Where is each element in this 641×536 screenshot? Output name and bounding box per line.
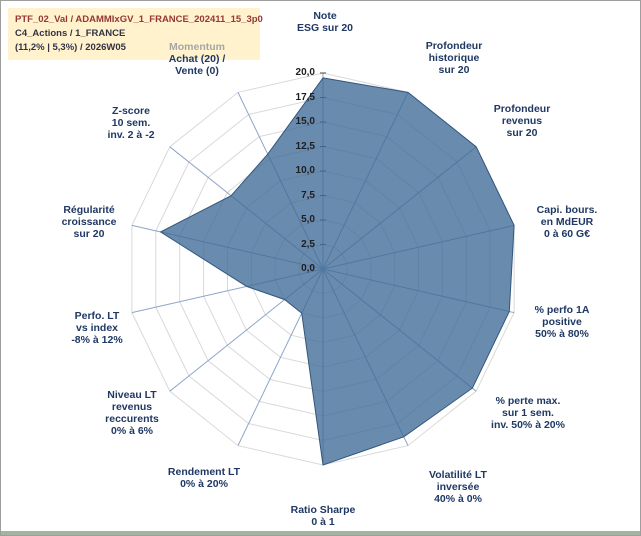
axis-label: Z-score 10 sem. inv. 2 à -2 [66,105,196,141]
radial-tick-label: 7,5 [301,189,315,201]
info-line-universe: C4_Actions / 1_FRANCE [15,28,126,39]
axis-label-line: Z-score [112,105,150,117]
radial-tick-label: 0,0 [301,263,315,274]
axis-label: Perfo. LT vs index -8% à 12% [32,310,162,346]
axis-label-line: en MdEUR [540,216,594,228]
axis-label-line: revenus [501,115,543,127]
radial-tick-label: 12,5 [295,140,315,152]
info-line-portfolio: PTF_02_Val / ADAMMIxGV_1_FRANCE_202411_1… [15,14,263,25]
radial-tick-label: 10,0 [295,165,315,176]
axis-label-line: inv. 50% à 20% [491,419,565,431]
axis-label-line: 0% à 20% [180,478,228,490]
axis-label-line: % perfo 1A [534,304,590,316]
axis-label-line: 50% à 80% [535,328,589,340]
axis-label: Momentum Achat (20) / Vente (0) [132,41,262,77]
axis-label-line: Profondeur [493,103,551,115]
axis-label: Volatilité LT inversée 40% à 0% [393,469,523,505]
axis-label-line: inversée [436,481,480,493]
axis-label-line: % perte max. [495,395,561,407]
axis-label-line: Régularité [63,204,115,216]
axis-label-line: Profondeur [425,40,483,52]
axis-label-line: reccurents [105,413,159,425]
axis-label-line: historique [428,52,480,64]
axis-label-line: 0 à 1 [311,516,335,528]
axis-label-line: Volatilité LT [429,469,487,481]
axis-label-line: Capi. bours. [536,204,598,216]
axis-label: % perte max. sur 1 sem. inv. 50% à 20% [463,395,593,431]
info-box: PTF_02_Val / ADAMMIxGV_1_FRANCE_202411_1… [8,8,263,60]
window-bottom-edge [1,531,640,535]
axis-label-line: sur 20 [73,228,105,240]
radial-tick-label: 15,0 [295,116,315,127]
axis-label: Profondeur revenus sur 20 [457,103,587,139]
radial-tick-label: 17,5 [295,91,315,103]
radar-series-polygon [159,77,515,466]
axis-label-line: ESG sur 20 [296,22,354,34]
axis-label-line: inv. 2 à -2 [107,129,155,141]
axis-label-line: 0% à 6% [110,425,154,437]
axis-label-line: Perfo. LT [74,310,120,322]
axis-label: Niveau LT revenus reccurents 0% à 6% [67,389,197,437]
axis-label-line: -8% à 12% [71,334,123,346]
axis-label-line: 10 sem. [111,117,151,129]
info-line-week: (11,2% | 5,3%) / 2026W05 [15,42,126,53]
axis-label: Capi. bours. en MdEUR 0 à 60 G€ [502,204,632,240]
axis-label: Régularité croissance sur 20 [24,204,154,240]
axis-label-line: Achat (20) / [168,53,226,65]
axis-label-line: croissance [61,216,117,228]
axis-label-line: vs index [75,322,119,334]
axis-label-line: revenus [111,401,153,413]
axis-label: Note ESG sur 20 [260,10,390,34]
axis-label-line: sur 20 [438,64,470,76]
axis-label-line: positive [542,316,582,328]
axis-label-line: 40% à 0% [434,493,482,505]
axis-label: % perfo 1A positive 50% à 80% [497,304,627,340]
axis-label-line: Niveau LT [107,389,157,401]
axis-label-line: 0 à 60 G€ [543,228,591,240]
axis-label-line: Vente (0) [175,65,219,77]
radial-tick-label: 20,0 [295,67,315,78]
axis-label: Profondeur historique sur 20 [389,40,519,76]
radial-tick-label: 5,0 [301,214,315,225]
axis-label: Ratio Sharpe 0 à 1 [258,504,388,528]
axis-label-line: sur 20 [506,127,538,139]
axis-label-line: Momentum [169,41,225,53]
axis-label: Rendement LT 0% à 20% [139,466,269,490]
axis-label-line: sur 1 sem. [502,407,554,419]
axis-label-line: Rendement LT [167,466,241,478]
radial-tick-label: 2,5 [301,238,315,250]
axis-label-line: Ratio Sharpe [290,504,356,516]
axis-label-line: Note [313,10,337,22]
